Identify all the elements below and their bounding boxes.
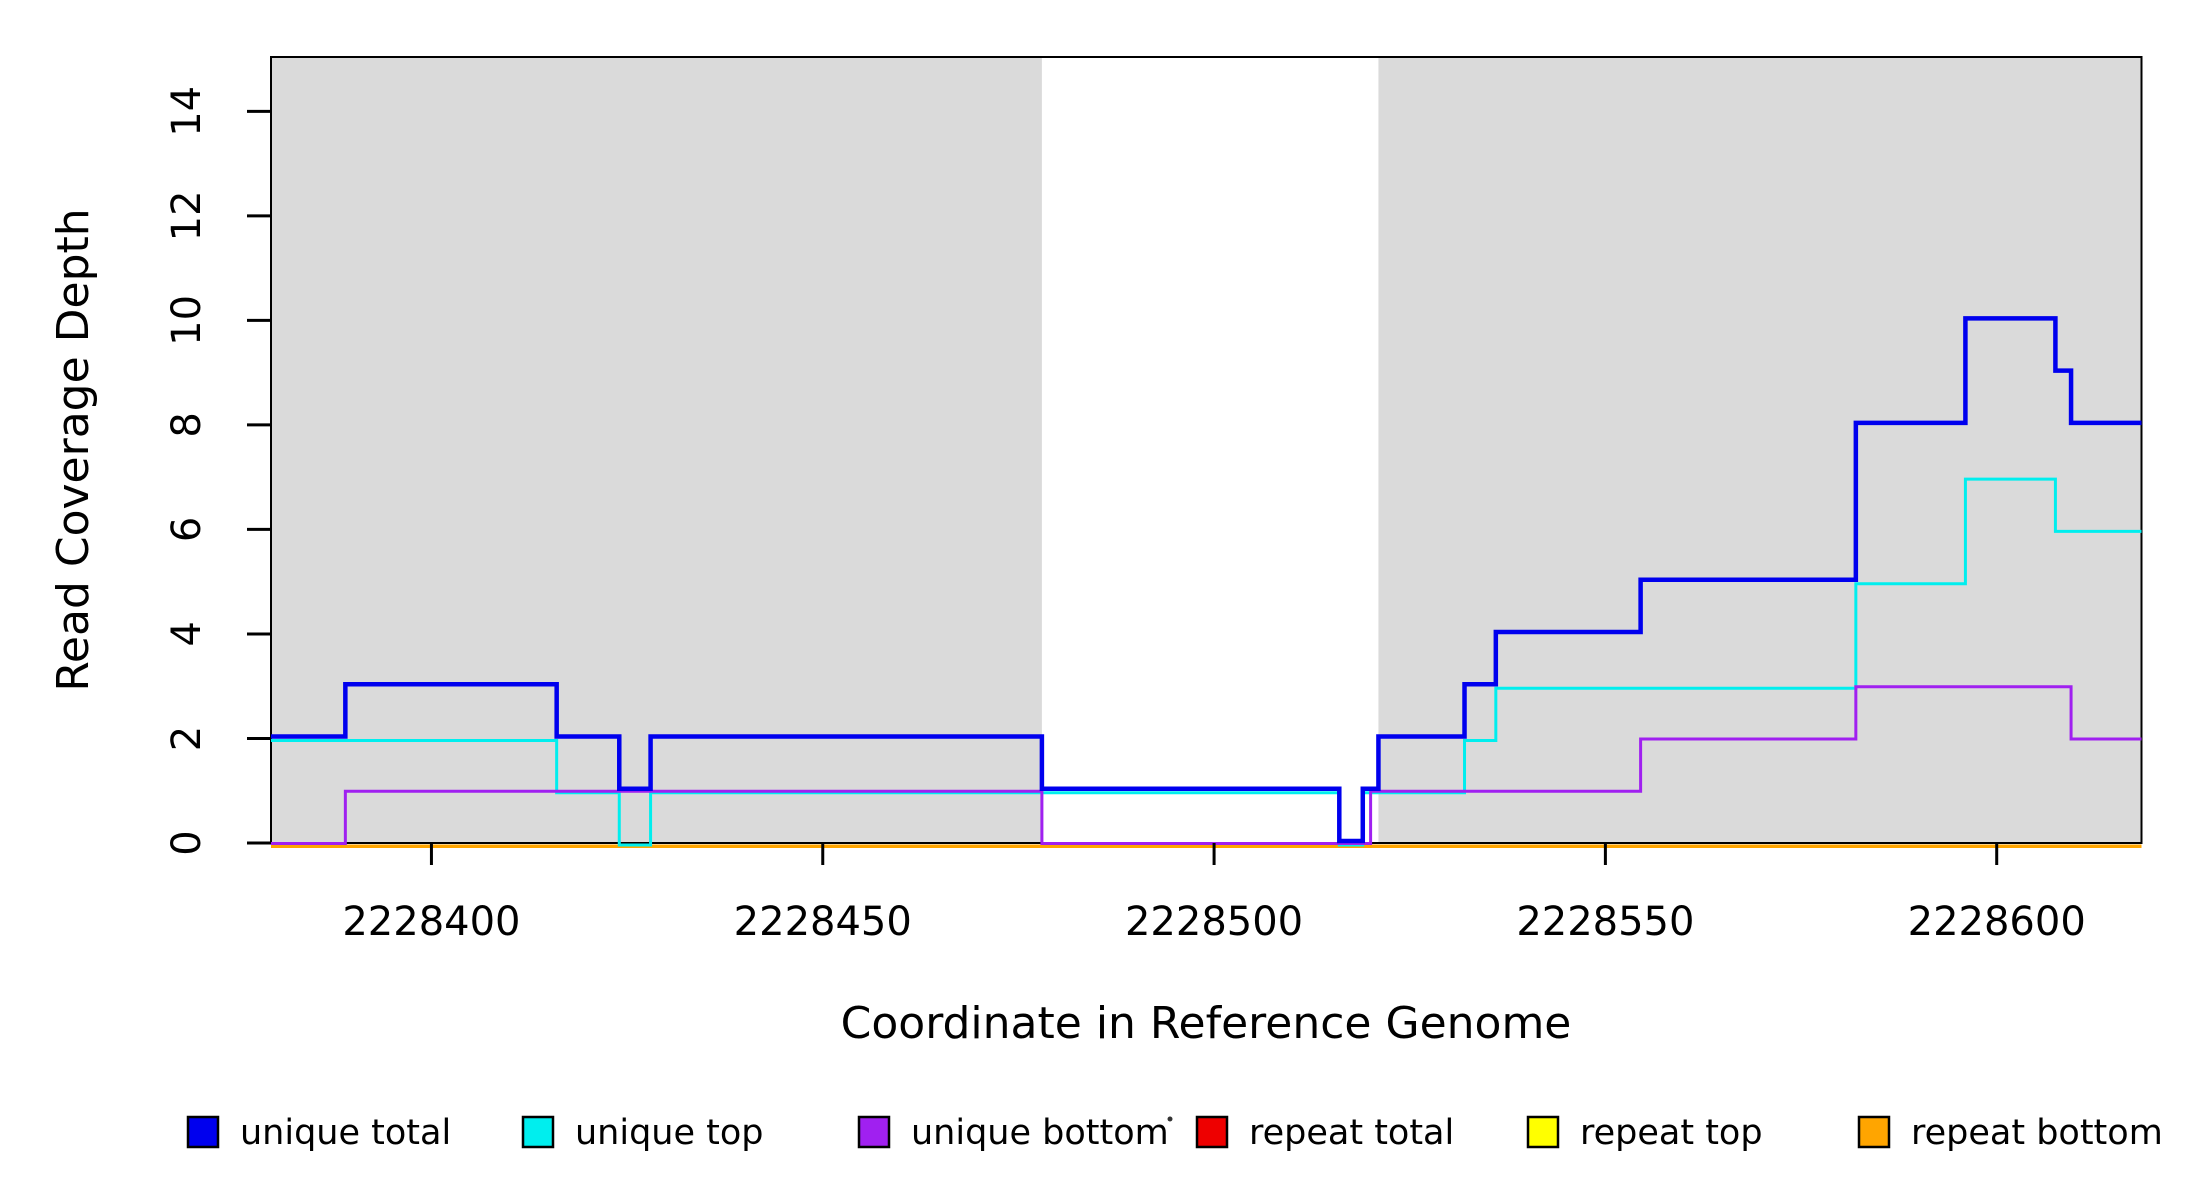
legend-label: unique top xyxy=(575,1113,764,1153)
legend-swatch xyxy=(521,1115,555,1149)
x-tick-label: 2228600 xyxy=(1908,899,2086,945)
y-tick-label: 8 xyxy=(164,412,210,437)
unique-region-right xyxy=(1378,57,2142,843)
x-tick-label: 2228450 xyxy=(734,899,912,945)
legend-item-unique-total: unique total xyxy=(186,1113,451,1153)
legend-item-repeat-total: repeat total xyxy=(1195,1113,1454,1153)
shaded-regions-group xyxy=(271,57,2142,843)
stray-dot xyxy=(1167,1116,1173,1122)
x-tick-label: 2228400 xyxy=(342,899,520,945)
legend-label: repeat total xyxy=(1249,1113,1454,1153)
legend: unique total unique top unique bottom repea… xyxy=(186,1113,2163,1153)
y-tick-label: 4 xyxy=(164,621,210,646)
legend-swatch xyxy=(1195,1115,1229,1149)
x-tick-label: 2228500 xyxy=(1125,899,1303,945)
legend-item-unique-bottom: unique bottom xyxy=(857,1113,1169,1153)
unique-region-left xyxy=(271,57,1042,843)
legend-swatch xyxy=(1857,1115,1891,1149)
legend-label: unique total xyxy=(240,1113,451,1153)
y-tick-label: 10 xyxy=(164,295,210,346)
y-axis-title: Read Coverage Depth xyxy=(48,208,99,691)
x-tick-label: 2228550 xyxy=(1516,899,1694,945)
series-line-unique-bottom xyxy=(271,685,2142,845)
legend-label: unique bottom xyxy=(911,1113,1169,1153)
y-tick-label: 12 xyxy=(164,190,210,241)
legend-item-repeat-bottom: repeat bottom xyxy=(1857,1113,2163,1153)
legend-swatch xyxy=(1526,1115,1560,1149)
legend-swatch xyxy=(857,1115,891,1149)
y-tick-label: 6 xyxy=(164,517,210,542)
y-tick-label: 14 xyxy=(164,86,210,137)
legend-swatch xyxy=(186,1115,220,1149)
y-axis: 0 2 4 6 8 10 12 14 xyxy=(164,86,271,856)
legend-item-repeat-top: repeat top xyxy=(1526,1113,1763,1153)
x-axis: 2228400 2228450 2228500 2228550 2228600 xyxy=(342,843,2086,945)
series-line-unique-total xyxy=(271,316,2142,844)
y-tick-label: 2 xyxy=(164,726,210,751)
y-tick-label: 0 xyxy=(164,830,210,855)
series-lines-group xyxy=(271,316,2142,848)
legend-label: repeat top xyxy=(1580,1113,1763,1153)
legend-label: repeat bottom xyxy=(1911,1113,2163,1153)
x-axis-title: Coordinate in Reference Genome xyxy=(841,998,1572,1049)
legend-item-unique-top: unique top xyxy=(521,1113,764,1153)
